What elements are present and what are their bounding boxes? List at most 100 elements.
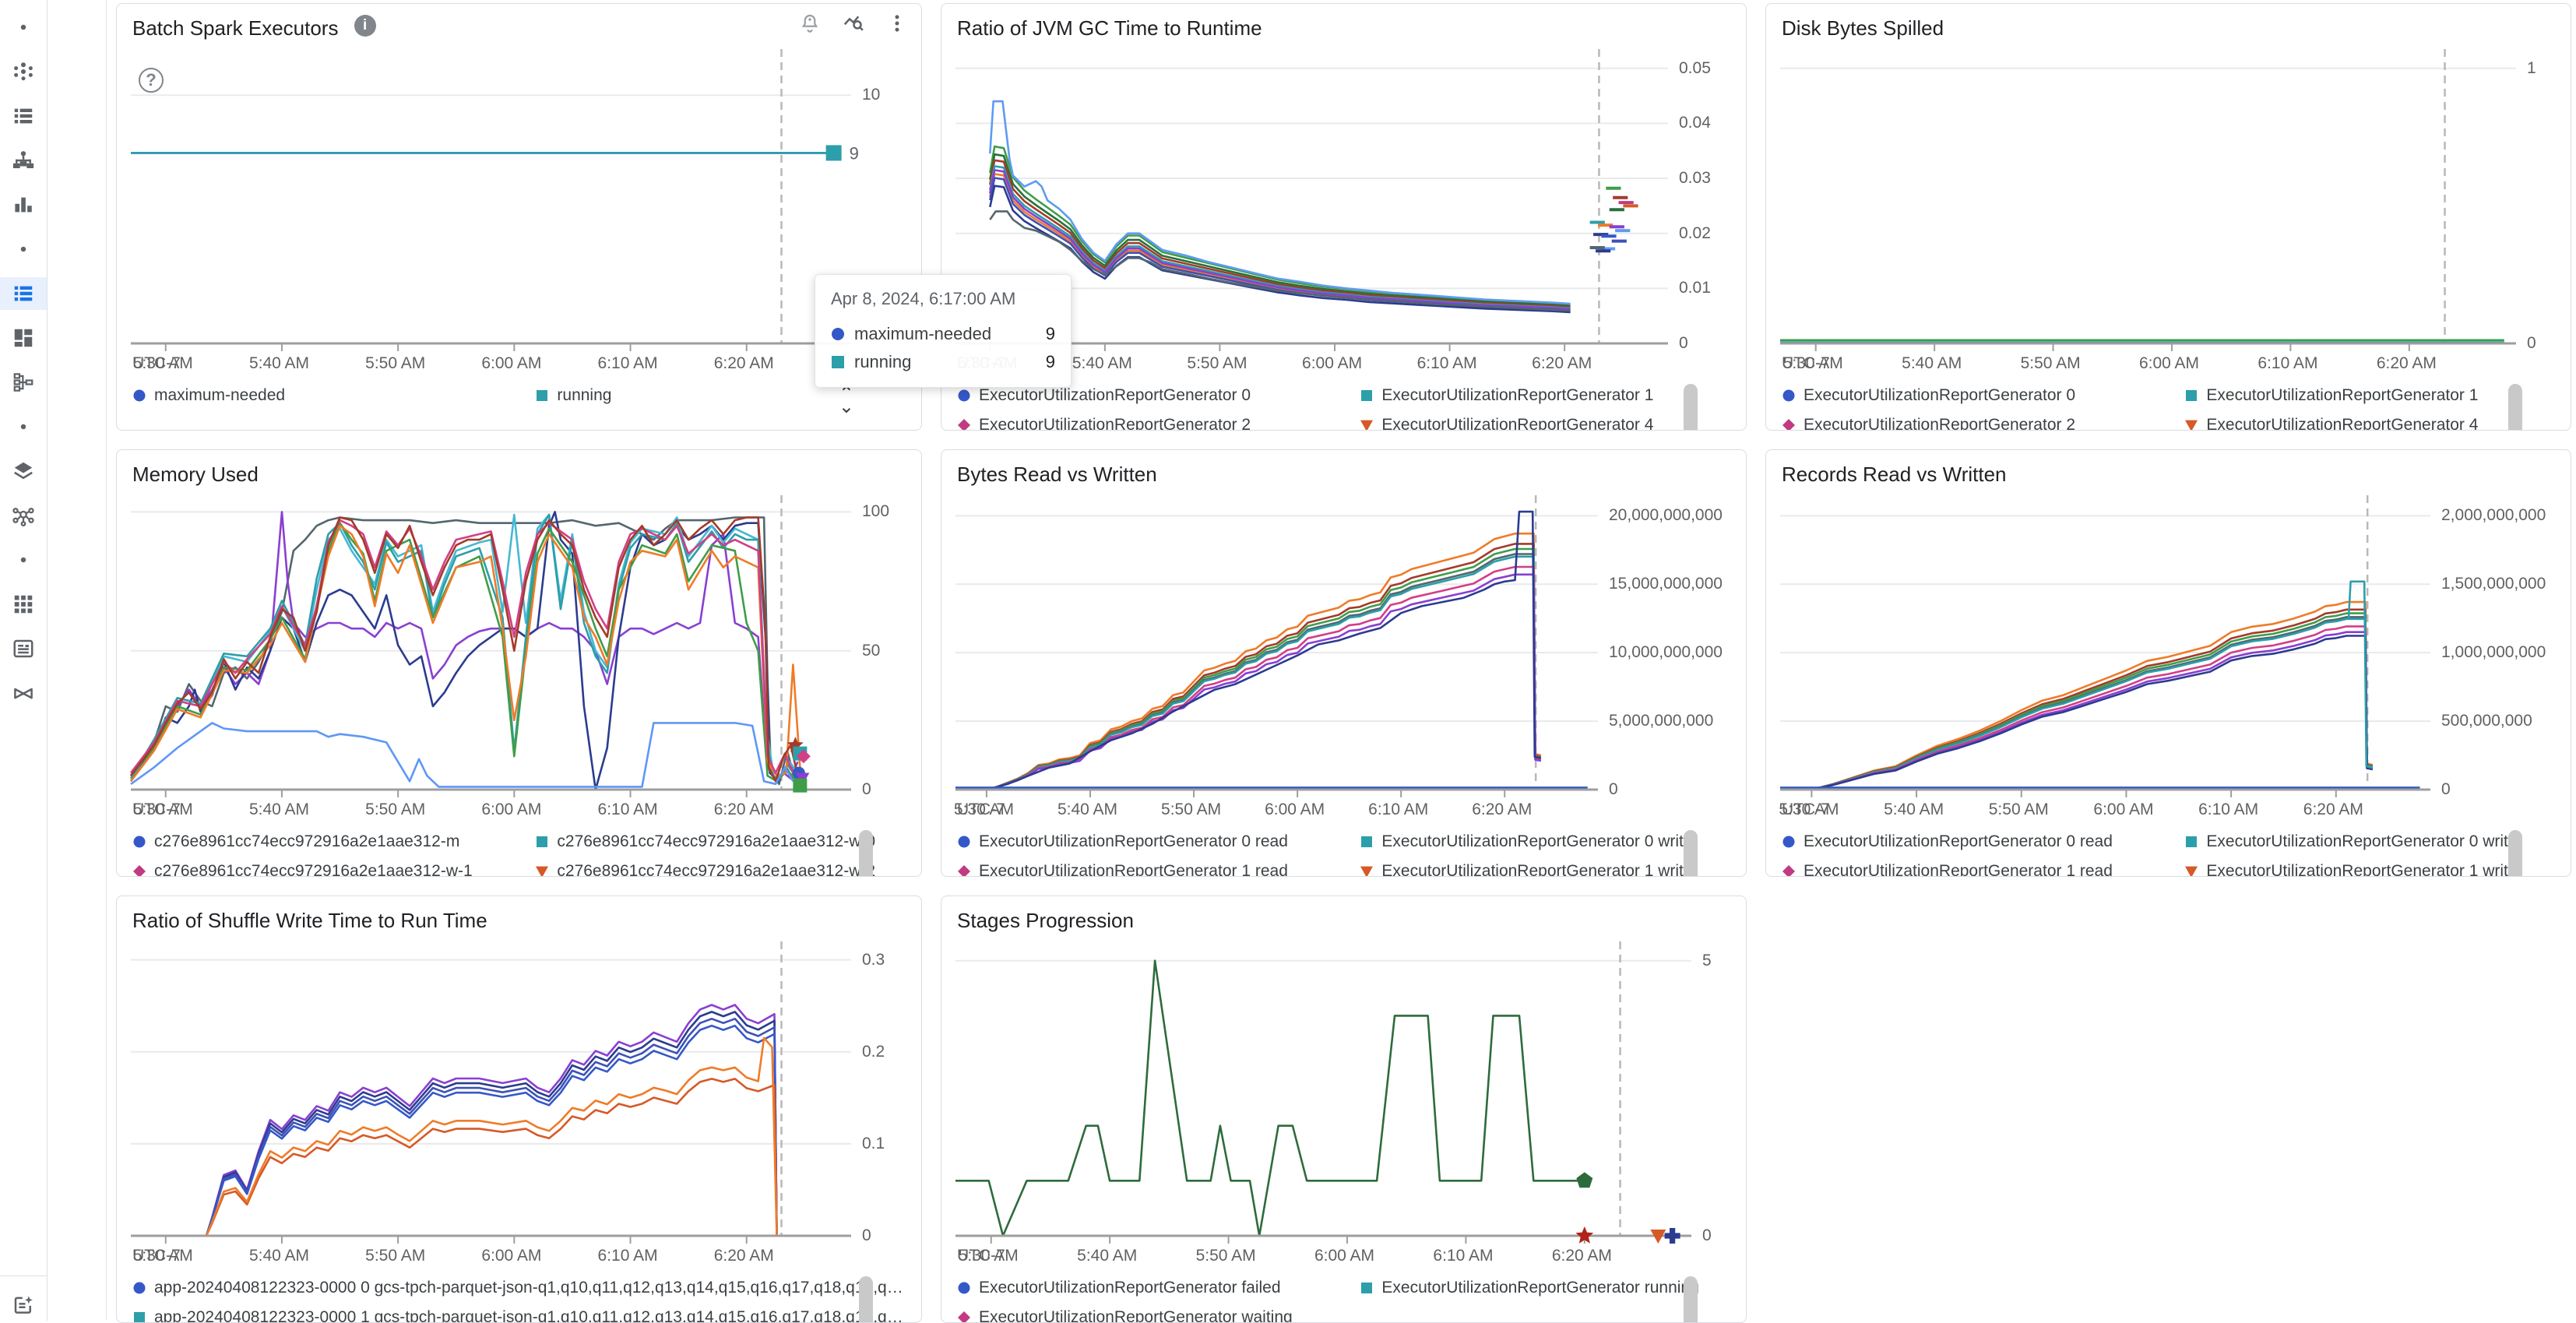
legend-label: ExecutorUtilizationReportGenerator runni… <box>1381 1279 1699 1297</box>
legend-item[interactable]: c276e8961cc74ecc972916a2e1aae312-w-2 <box>535 858 907 876</box>
sidebar-item-grid[interactable] <box>0 588 47 621</box>
legend-item[interactable]: ExecutorUtilizationReportGenerator 0 rea… <box>957 829 1360 855</box>
sidebar-item-bar-chart[interactable] <box>0 188 47 221</box>
help-icon[interactable]: ? <box>139 68 164 93</box>
legend-expand-chevron-icon[interactable]: ⌃ ⌄ <box>838 383 854 417</box>
chart-svg <box>955 495 1598 797</box>
chart-plot-area[interactable] <box>129 495 898 802</box>
sidebar-item-dashboard[interactable] <box>0 322 47 354</box>
sidebar-item-hub[interactable] <box>0 55 47 88</box>
legend-label: ExecutorUtilizationReportGenerator 1 wri… <box>2206 862 2518 877</box>
legend-item[interactable]: c276e8961cc74ecc972916a2e1aae312-w-0 <box>535 829 907 855</box>
y-axis-tick-label: 0 <box>862 1226 871 1244</box>
legend-item[interactable]: ExecutorUtilizationReportGenerator 1 <box>2184 382 2557 409</box>
add-alert-icon[interactable] <box>798 12 822 35</box>
chart-legend: c276e8961cc74ecc972916a2e1aae312-m c276e8… <box>132 829 907 876</box>
series-marker-circle-icon <box>958 389 970 402</box>
legend-item[interactable]: ExecutorUtilizationReportGenerator 2 <box>1782 412 2184 430</box>
series-marker-circle-icon <box>133 389 146 402</box>
sidebar-item-graph[interactable] <box>0 499 47 532</box>
sidebar-item-layers[interactable] <box>0 455 47 487</box>
panel-shuffle-write-ratio: Ratio of Shuffle Write Time to Run Time 0… <box>116 895 922 1323</box>
chart-svg <box>131 941 851 1244</box>
legend-item[interactable]: ExecutorUtilizationReportGenerator 2 <box>957 412 1360 431</box>
x-axis-tick-label: 5:30 AM <box>1782 354 1843 372</box>
chart-plot-area[interactable] <box>1780 49 2563 356</box>
series-marker-diamond-icon <box>1782 419 1795 430</box>
legend-item[interactable]: maximum-needed <box>132 382 535 409</box>
chart-plot-area[interactable] <box>955 941 1738 1248</box>
legend-item[interactable]: ExecutorUtilizationReportGenerator 0 <box>1782 382 2184 409</box>
panel-title: Bytes Read vs Written <box>957 463 1157 486</box>
legend-item[interactable]: app-20240408122323-0000 1 gcs-tpch-parqu… <box>132 1304 907 1322</box>
legend-scrollbar-thumb[interactable] <box>859 830 873 876</box>
legend-item[interactable]: app-20240408122323-0000 0 gcs-tpch-parqu… <box>132 1275 907 1301</box>
legend-scrollbar-thumb[interactable] <box>1684 384 1698 430</box>
legend-scrollbar-thumb[interactable] <box>2508 384 2522 430</box>
chart-plot-area[interactable] <box>1780 495 2477 802</box>
chart-plot-area[interactable]: 9 <box>131 49 898 356</box>
chart-plot-area[interactable] <box>131 941 898 1248</box>
legend-item[interactable]: ExecutorUtilizationReportGenerator 1 <box>1360 382 1732 409</box>
legend-label: ExecutorUtilizationReportGenerator 0 rea… <box>979 832 1288 850</box>
sidebar-item-schema[interactable] <box>0 366 47 399</box>
series-marker-circle-icon <box>1782 836 1795 848</box>
legend-item[interactable]: ExecutorUtilizationReportGenerator faile… <box>957 1275 1360 1301</box>
graph-icon <box>12 504 35 527</box>
chart-svg <box>1780 495 2430 797</box>
legend-item[interactable]: ExecutorUtilizationReportGenerator 0 <box>957 382 1360 409</box>
sidebar-divider <box>0 1275 47 1276</box>
legend-item[interactable]: ExecutorUtilizationReportGenerator 0 wri… <box>2184 829 2557 855</box>
legend-label: ExecutorUtilizationReportGenerator faile… <box>979 1279 1281 1297</box>
panel-title: Stages Progression <box>957 909 1134 932</box>
sidebar-item-dot <box>0 410 47 443</box>
chart-plot-area[interactable] <box>955 49 1715 356</box>
x-axis-tick-label: 6:20 AM <box>1472 800 1533 818</box>
legend-item[interactable]: ExecutorUtilizationReportGenerator 1 wri… <box>2184 858 2557 877</box>
sidebar-item-bowtie[interactable] <box>0 677 47 709</box>
legend-item[interactable]: ExecutorUtilizationReportGenerator 1 wri… <box>1360 858 1732 876</box>
chart-plot-area[interactable] <box>955 495 1645 802</box>
legend-item[interactable]: ExecutorUtilizationReportGenerator 0 wri… <box>1360 829 1732 855</box>
panel-disk-bytes-spilled: Disk Bytes Spilled 1 0 UTC-7 5:30 AM 5:40 AM 5… <box>1765 3 2571 431</box>
series-s-blue <box>205 1024 787 1237</box>
x-axis-tick-label: 6:20 AM <box>713 1247 774 1265</box>
x-axis-tick-label: 6:20 AM <box>2376 354 2437 372</box>
kebab-icon[interactable] <box>885 12 909 35</box>
legend-item[interactable]: ExecutorUtilizationReportGenerator runni… <box>1360 1275 1732 1301</box>
legend-scrollbar-thumb[interactable] <box>1684 1276 1698 1322</box>
x-axis-tick-label: 6:10 AM <box>597 354 658 372</box>
x-axis-tick-label: 6:00 AM <box>481 1247 542 1265</box>
series-marker-square-icon <box>832 356 844 368</box>
x-axis-tick-label: 5:40 AM <box>1072 354 1132 372</box>
y-axis-tick-label: 0.2 <box>862 1042 885 1061</box>
legend-item[interactable]: running <box>535 382 907 409</box>
explore-icon[interactable] <box>842 12 865 35</box>
sidebar-item-list[interactable] <box>0 277 47 310</box>
legend-scrollbar-thumb[interactable] <box>859 1276 873 1322</box>
legend-scrollbar-thumb[interactable] <box>2508 830 2522 876</box>
legend-item[interactable]: ExecutorUtilizationReportGenerator 4 <box>1360 412 1732 430</box>
legend-label: ExecutorUtilizationReportGenerator 2 <box>979 416 1251 431</box>
tooltip-series-value: 9 <box>1045 352 1055 371</box>
legend-item[interactable]: ExecutorUtilizationReportGenerator 1 rea… <box>1782 858 2184 876</box>
legend-item[interactable]: ExecutorUtilizationReportGenerator waiti… <box>957 1304 1360 1322</box>
legend-label: c276e8961cc74ecc972916a2e1aae312-w-0 <box>557 832 876 850</box>
sidebar-item-list[interactable] <box>0 100 47 132</box>
sidebar-item-compose[interactable] <box>0 1288 47 1321</box>
y-axis-tick-label: 0 <box>1702 1226 1712 1244</box>
x-axis-utc-label: UTC-7 <box>1782 354 1830 372</box>
sidebar-item-article[interactable] <box>0 632 47 665</box>
legend-item[interactable]: c276e8961cc74ecc972916a2e1aae312-w-1 <box>132 858 535 876</box>
bar-chart-icon <box>12 193 35 216</box>
legend-item[interactable]: ExecutorUtilizationReportGenerator 0 rea… <box>1782 829 2184 855</box>
x-axis-utc-label: UTC-7 <box>957 800 1005 818</box>
legend-item[interactable]: ExecutorUtilizationReportGenerator 4 <box>2184 412 2557 430</box>
legend-item[interactable]: c276e8961cc74ecc972916a2e1aae312-m <box>132 829 535 855</box>
info-icon[interactable]: i <box>354 15 376 37</box>
sidebar-item-tree[interactable] <box>0 144 47 177</box>
legend-item[interactable]: ExecutorUtilizationReportGenerator 1 rea… <box>957 858 1360 876</box>
dot-icon <box>12 16 35 39</box>
dashboard-icon <box>12 326 35 350</box>
legend-scrollbar-thumb[interactable] <box>1684 830 1698 876</box>
